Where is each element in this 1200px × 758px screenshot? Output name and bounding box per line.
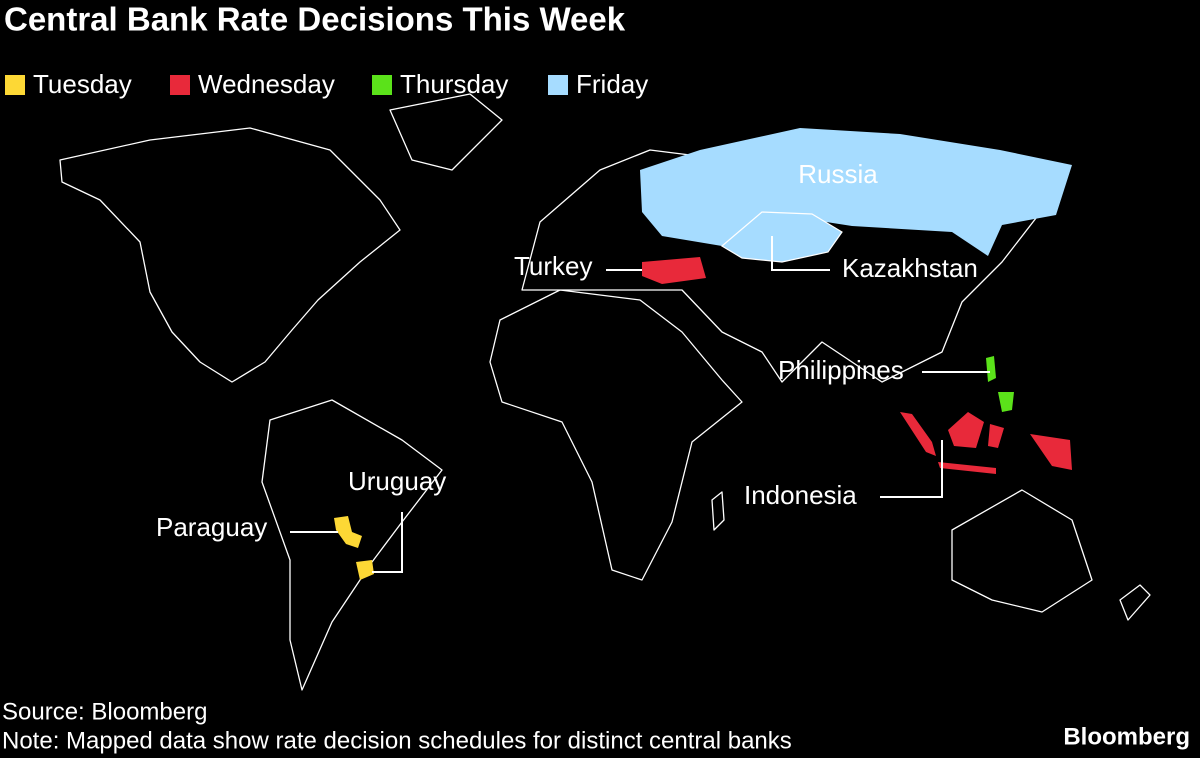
legend-swatch	[372, 75, 392, 95]
note: Note: Mapped data show rate decision sch…	[2, 727, 792, 754]
legend: Tuesday Wednesday Thursday Friday	[5, 69, 648, 99]
country-label: Russia	[798, 159, 878, 189]
country-shape	[334, 516, 362, 548]
country-shape	[900, 412, 1072, 474]
country-label: Uruguay	[348, 466, 446, 496]
country-shape	[720, 211, 843, 263]
country-label: Paraguay	[156, 512, 267, 542]
country-shape	[986, 356, 1014, 412]
legend-swatch	[170, 75, 190, 95]
leader-lines	[290, 236, 990, 573]
title: Central Bank Rate Decisions This Week	[4, 1, 626, 38]
legend-label: Wednesday	[198, 69, 335, 99]
country-label: Indonesia	[744, 480, 857, 510]
country-label: Kazakhstan	[842, 253, 978, 283]
country-shape	[356, 560, 374, 580]
legend-swatch	[548, 75, 568, 95]
country-label: Philippines	[778, 355, 904, 385]
legend-label: Tuesday	[33, 69, 132, 99]
brand-logo: Bloomberg	[1063, 723, 1190, 750]
country-shape	[640, 128, 1072, 256]
source: Source: Bloomberg	[2, 698, 207, 725]
legend-label: Thursday	[400, 69, 508, 99]
legend-swatch	[5, 75, 25, 95]
country-shape	[642, 257, 706, 284]
legend-label: Friday	[576, 69, 648, 99]
country-label: Turkey	[514, 251, 593, 281]
highlighted-countries	[334, 128, 1072, 580]
